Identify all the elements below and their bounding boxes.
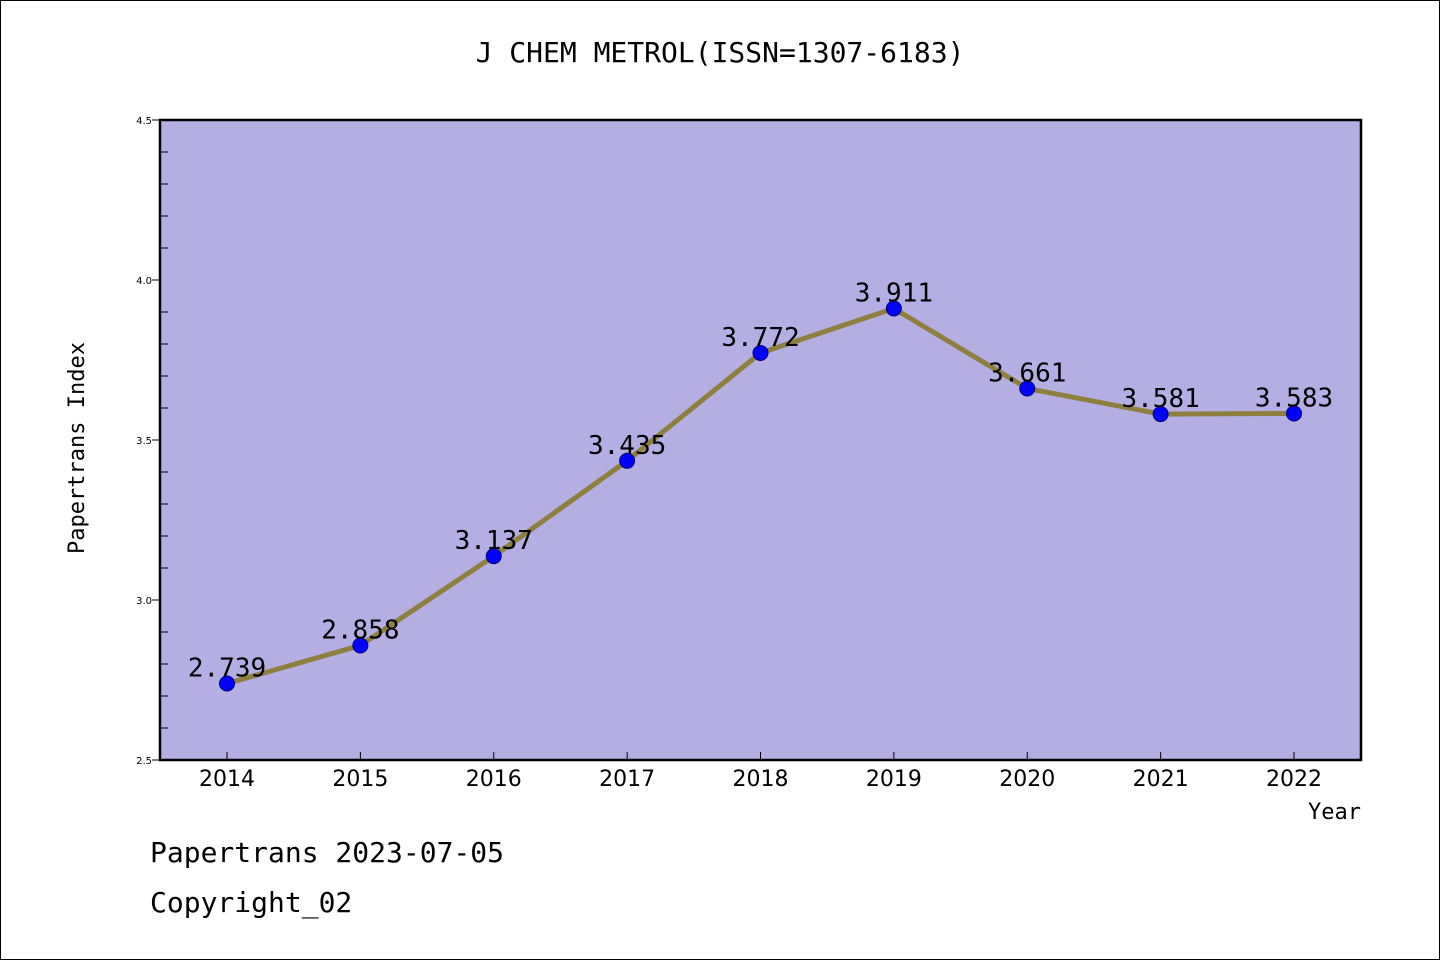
data-point-marker [619, 452, 636, 469]
data-label: 3.583 [1255, 383, 1333, 413]
data-label: 2.739 [188, 654, 266, 684]
data-label: 2.858 [321, 615, 399, 645]
y-tick-label: 3.0 [136, 596, 152, 607]
data-point-marker [1019, 380, 1036, 397]
x-axis: 2014 2015 2016 2017 2018 2019 2020 2021 2022 [199, 752, 1322, 792]
data-label: 3.772 [721, 323, 799, 353]
data-labels: 2.739 2.858 3.137 3.435 3.772 3.911 3.661 3.581… [188, 278, 1333, 683]
y-axis-title: Papertrans Index [65, 342, 90, 554]
y-tick-label: 3.5 [136, 436, 152, 447]
data-label: 3.581 [1121, 384, 1199, 414]
x-tick-label: 2017 [599, 767, 655, 792]
data-point-marker [1152, 406, 1169, 423]
data-label: 3.435 [588, 431, 666, 461]
x-axis-title: Year [1308, 800, 1361, 825]
data-point-marker [219, 675, 235, 692]
x-tick-label: 2021 [1133, 767, 1189, 792]
plot-area [158, 118, 1363, 762]
x-tick-label: 2016 [466, 767, 522, 792]
data-point-marker [485, 548, 502, 565]
y-tick-label: 2.5 [136, 756, 152, 767]
data-point-marker [752, 344, 769, 361]
data-label: 3.137 [455, 526, 533, 556]
footer-source: Papertrans 2023-07-05 [150, 836, 505, 869]
x-tick-label: 2014 [199, 767, 255, 792]
y-tick-label: 4.0 [136, 276, 152, 287]
y-axis: 2.5 3.0 3.5 4.0 4.5 [136, 116, 168, 767]
x-tick-label: 2022 [1266, 767, 1322, 792]
data-point-marker [1286, 405, 1302, 422]
y-tick-label: 4.5 [136, 116, 152, 127]
data-point-marker [885, 300, 902, 317]
data-label: 3.661 [988, 358, 1066, 388]
footer-copyright: Copyright_02 [150, 886, 353, 919]
data-label: 3.911 [855, 278, 933, 308]
x-tick-label: 2018 [733, 767, 789, 792]
x-tick-label: 2020 [999, 767, 1055, 792]
x-tick-label: 2015 [332, 767, 388, 792]
chart-title: J CHEM METROL(ISSN=1307-6183) [475, 36, 965, 69]
data-point-marker [352, 637, 369, 654]
x-tick-label: 2019 [866, 767, 922, 792]
series-markers [219, 300, 1302, 692]
